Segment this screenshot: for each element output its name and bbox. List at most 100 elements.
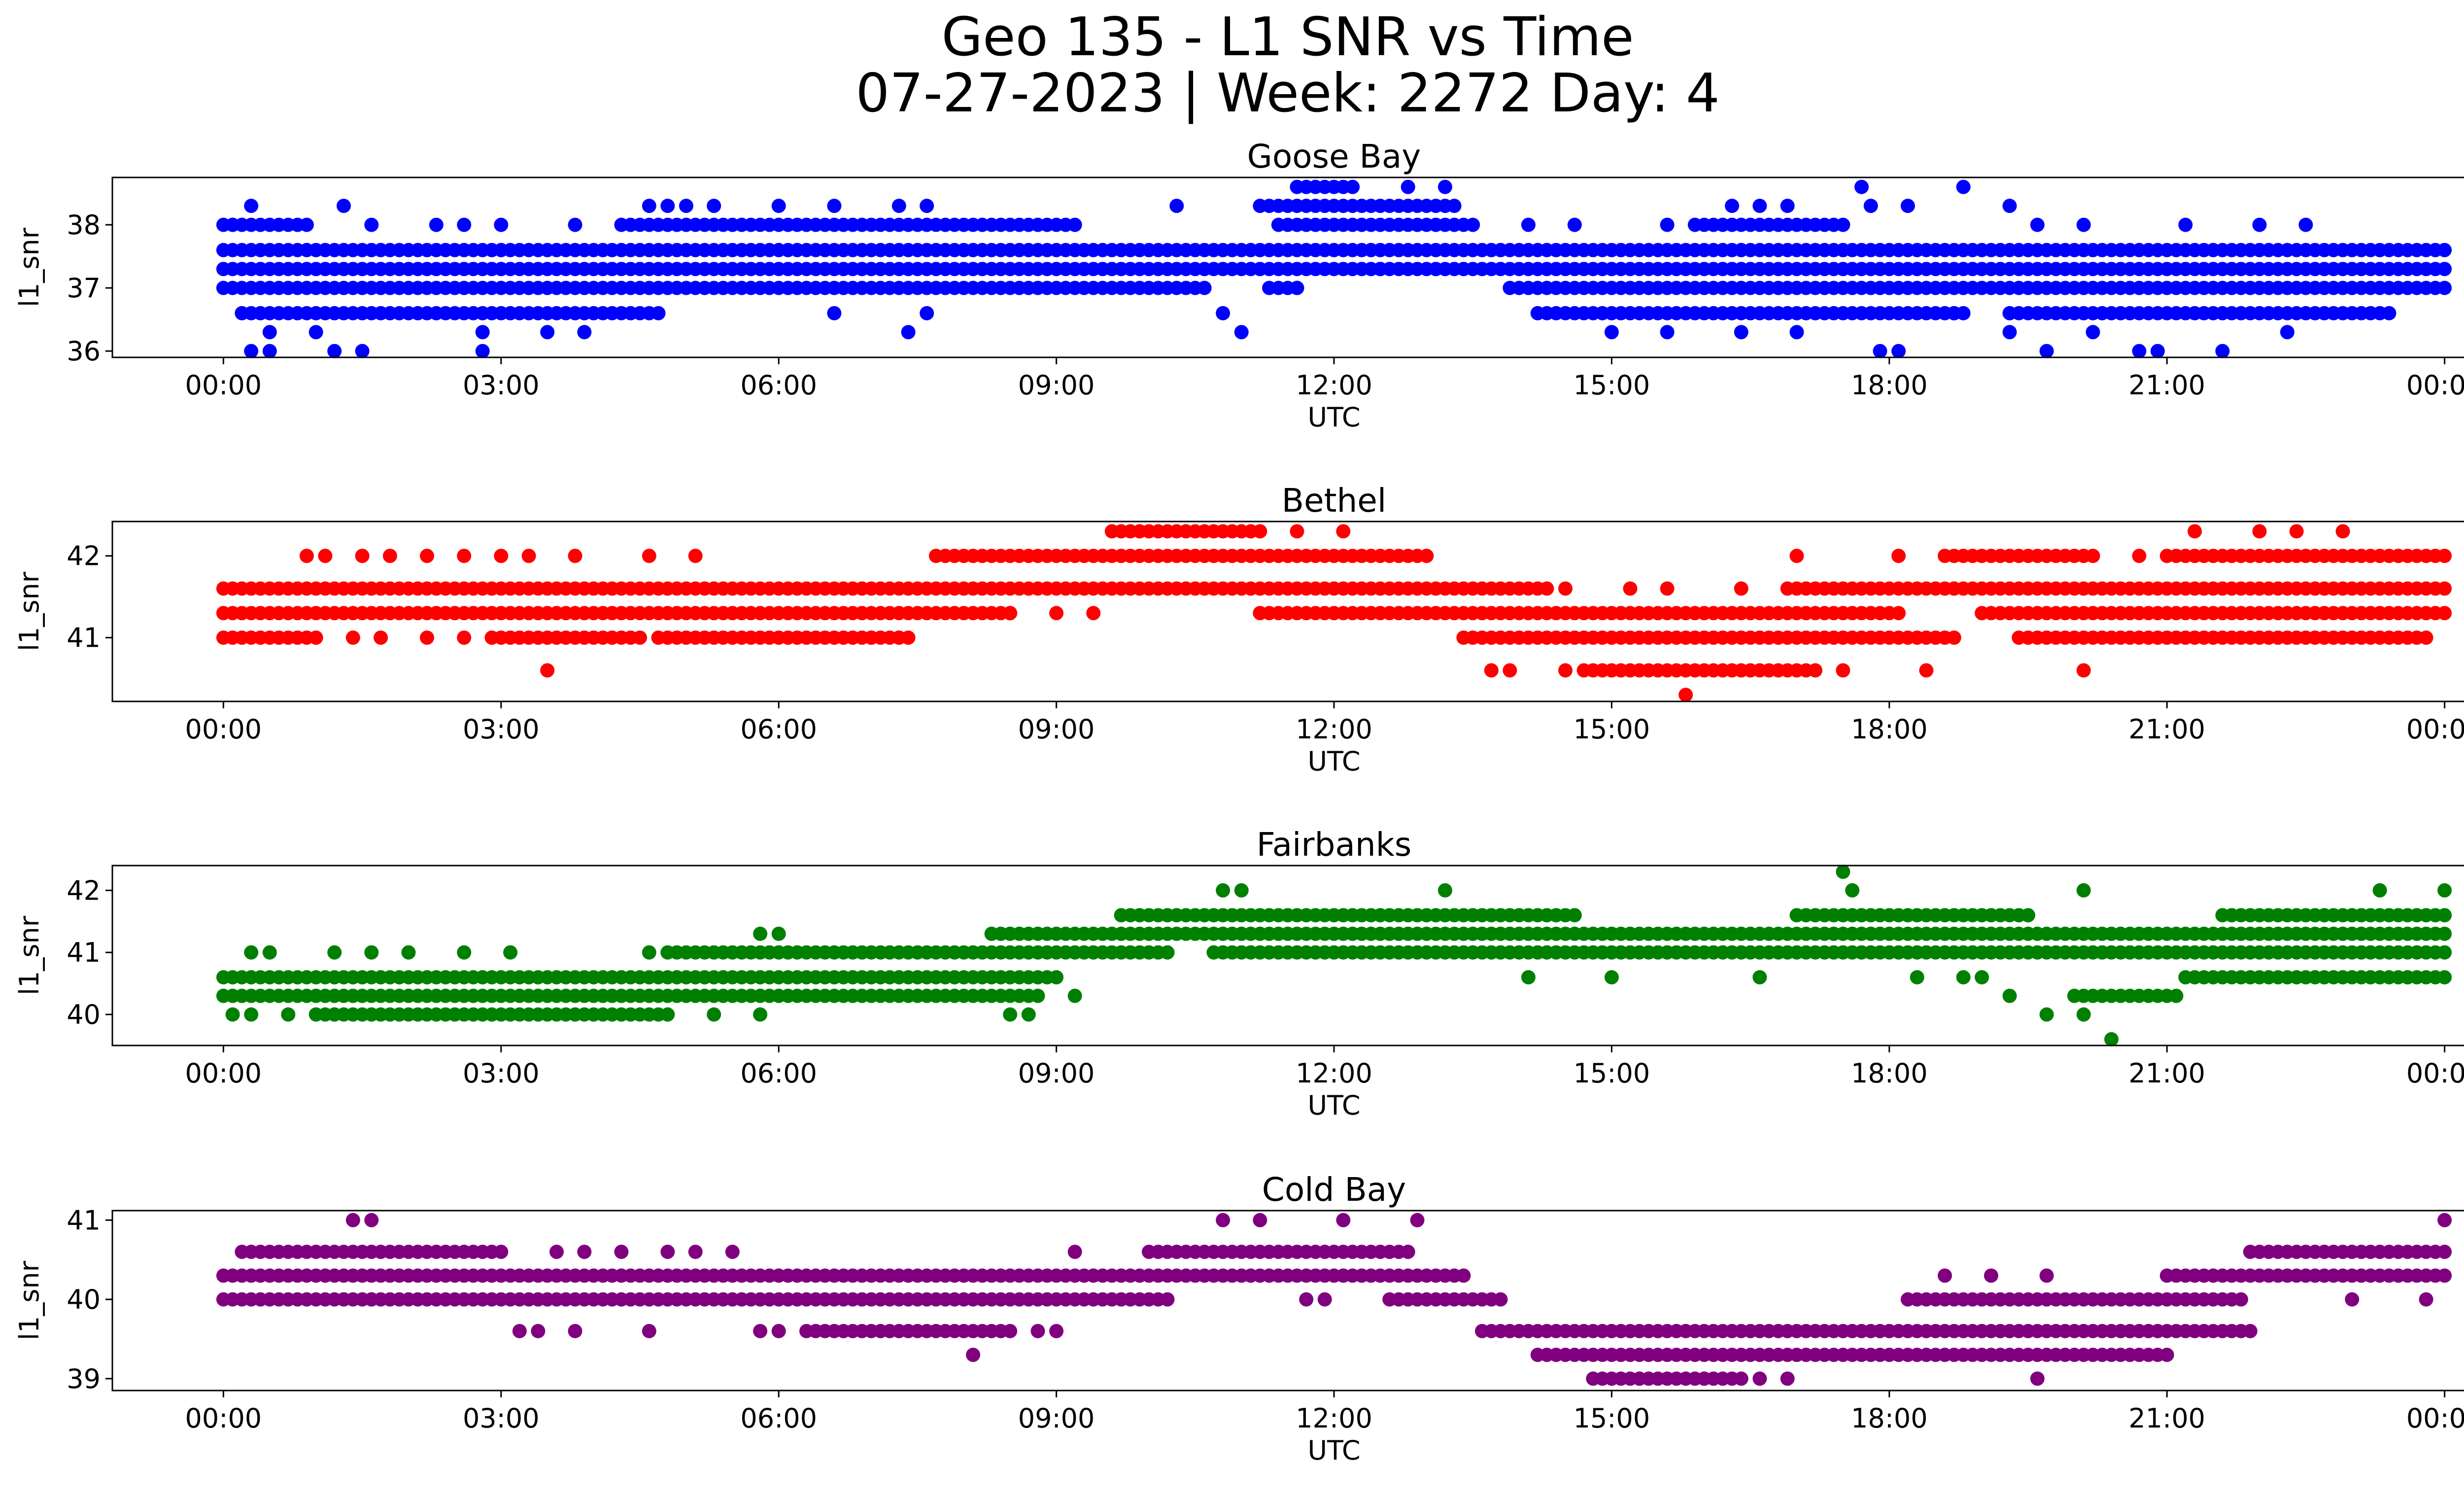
data-point <box>2437 945 2452 960</box>
data-point <box>1854 179 1869 194</box>
x-axis-label: UTC <box>1307 1435 1360 1466</box>
data-point <box>1466 217 1480 232</box>
data-point <box>1734 325 1748 340</box>
data-point <box>374 630 388 645</box>
data-point <box>1160 945 1175 960</box>
data-point <box>540 663 555 678</box>
x-tick-label: 03:00 <box>463 714 540 745</box>
data-point <box>1410 1213 1425 1227</box>
data-point <box>1863 199 1878 213</box>
data-point <box>1401 1245 1415 1259</box>
data-point <box>2215 344 2230 358</box>
data-point <box>2086 325 2100 340</box>
data-point <box>1447 199 1462 213</box>
data-point <box>457 217 472 232</box>
x-tick-label: 21:00 <box>2128 714 2205 745</box>
x-tick-label: 00:00 <box>2406 714 2464 745</box>
data-point <box>2280 325 2294 340</box>
data-point <box>753 1007 768 1022</box>
x-tick-label: 21:00 <box>2128 1403 2205 1434</box>
data-point <box>1623 581 1638 596</box>
y-axis-label: l1_snr <box>14 915 45 995</box>
data-point <box>1419 549 1434 563</box>
data-point <box>2076 1007 2091 1022</box>
data-point <box>1660 581 1675 596</box>
data-point <box>2002 199 2017 213</box>
data-point <box>2437 1213 2452 1227</box>
x-tick-label: 03:00 <box>463 1058 540 1089</box>
data-point <box>1216 883 1231 898</box>
data-point <box>1030 988 1045 1003</box>
y-axis-label: l1_snr <box>14 1260 45 1340</box>
data-point <box>1752 1371 1767 1386</box>
x-tick-label: 00:00 <box>185 1403 262 1434</box>
data-point <box>1632 1371 1647 1386</box>
y-tick-label: 41 <box>67 1205 101 1236</box>
data-point <box>308 325 323 340</box>
data-point <box>642 1323 656 1338</box>
data-point <box>2437 1268 2452 1283</box>
x-tick-label: 06:00 <box>740 370 817 401</box>
data-point <box>337 1292 351 1307</box>
data-point <box>521 549 536 563</box>
data-point <box>364 217 379 232</box>
data-point <box>299 549 314 563</box>
data-point <box>2437 606 2452 621</box>
data-point <box>1558 663 1573 678</box>
data-point <box>1373 262 1388 277</box>
data-point <box>827 199 842 213</box>
data-point <box>2076 217 2091 232</box>
data-point <box>660 199 675 213</box>
data-point <box>262 945 277 960</box>
data-point <box>299 217 314 232</box>
data-point <box>1752 970 1767 985</box>
data-point <box>345 1213 360 1227</box>
x-tick-label: 06:00 <box>740 1058 817 1089</box>
data-point <box>225 1007 240 1022</box>
data-point <box>549 1245 564 1259</box>
data-point <box>1604 970 1619 985</box>
data-point <box>2178 217 2193 232</box>
data-point <box>2039 1007 2054 1022</box>
data-point <box>688 1245 703 1259</box>
data-point <box>1456 1268 1471 1283</box>
x-tick-label: 18:00 <box>1851 1403 1928 1434</box>
data-point <box>577 1245 592 1259</box>
data-point <box>1984 1268 1998 1283</box>
data-point <box>1021 1007 1036 1022</box>
data-point <box>1947 630 1961 645</box>
y-tick-label: 39 <box>67 1363 101 1394</box>
data-point <box>1725 199 1740 213</box>
data-point <box>2169 988 2184 1003</box>
data-point <box>1429 262 1443 277</box>
data-point <box>2391 549 2406 563</box>
x-tick-label: 15:00 <box>1574 714 1650 745</box>
data-point <box>707 1007 721 1022</box>
data-point <box>1734 581 1748 596</box>
data-point <box>1891 344 1906 358</box>
data-point <box>281 1007 296 1022</box>
data-point <box>827 306 842 320</box>
data-point <box>577 325 592 340</box>
data-point <box>1160 1292 1175 1307</box>
x-tick-label: 06:00 <box>740 1403 817 1434</box>
data-point <box>494 1245 509 1259</box>
data-point <box>1910 970 1924 985</box>
data-point <box>2437 1245 2452 1259</box>
y-tick-label: 38 <box>67 209 101 241</box>
data-point <box>1752 199 1767 213</box>
data-point <box>2437 581 2452 596</box>
data-point <box>382 549 397 563</box>
x-tick-label: 21:00 <box>2128 370 2205 401</box>
data-point <box>2076 883 2091 898</box>
data-point <box>1169 199 1184 213</box>
data-point <box>1956 179 1971 194</box>
series-points <box>216 1213 2452 1386</box>
x-tick-label: 15:00 <box>1574 370 1650 401</box>
x-tick-label: 00:00 <box>185 370 262 401</box>
data-point <box>1345 179 1360 194</box>
data-point <box>1789 325 1804 340</box>
data-point <box>1975 970 1989 985</box>
